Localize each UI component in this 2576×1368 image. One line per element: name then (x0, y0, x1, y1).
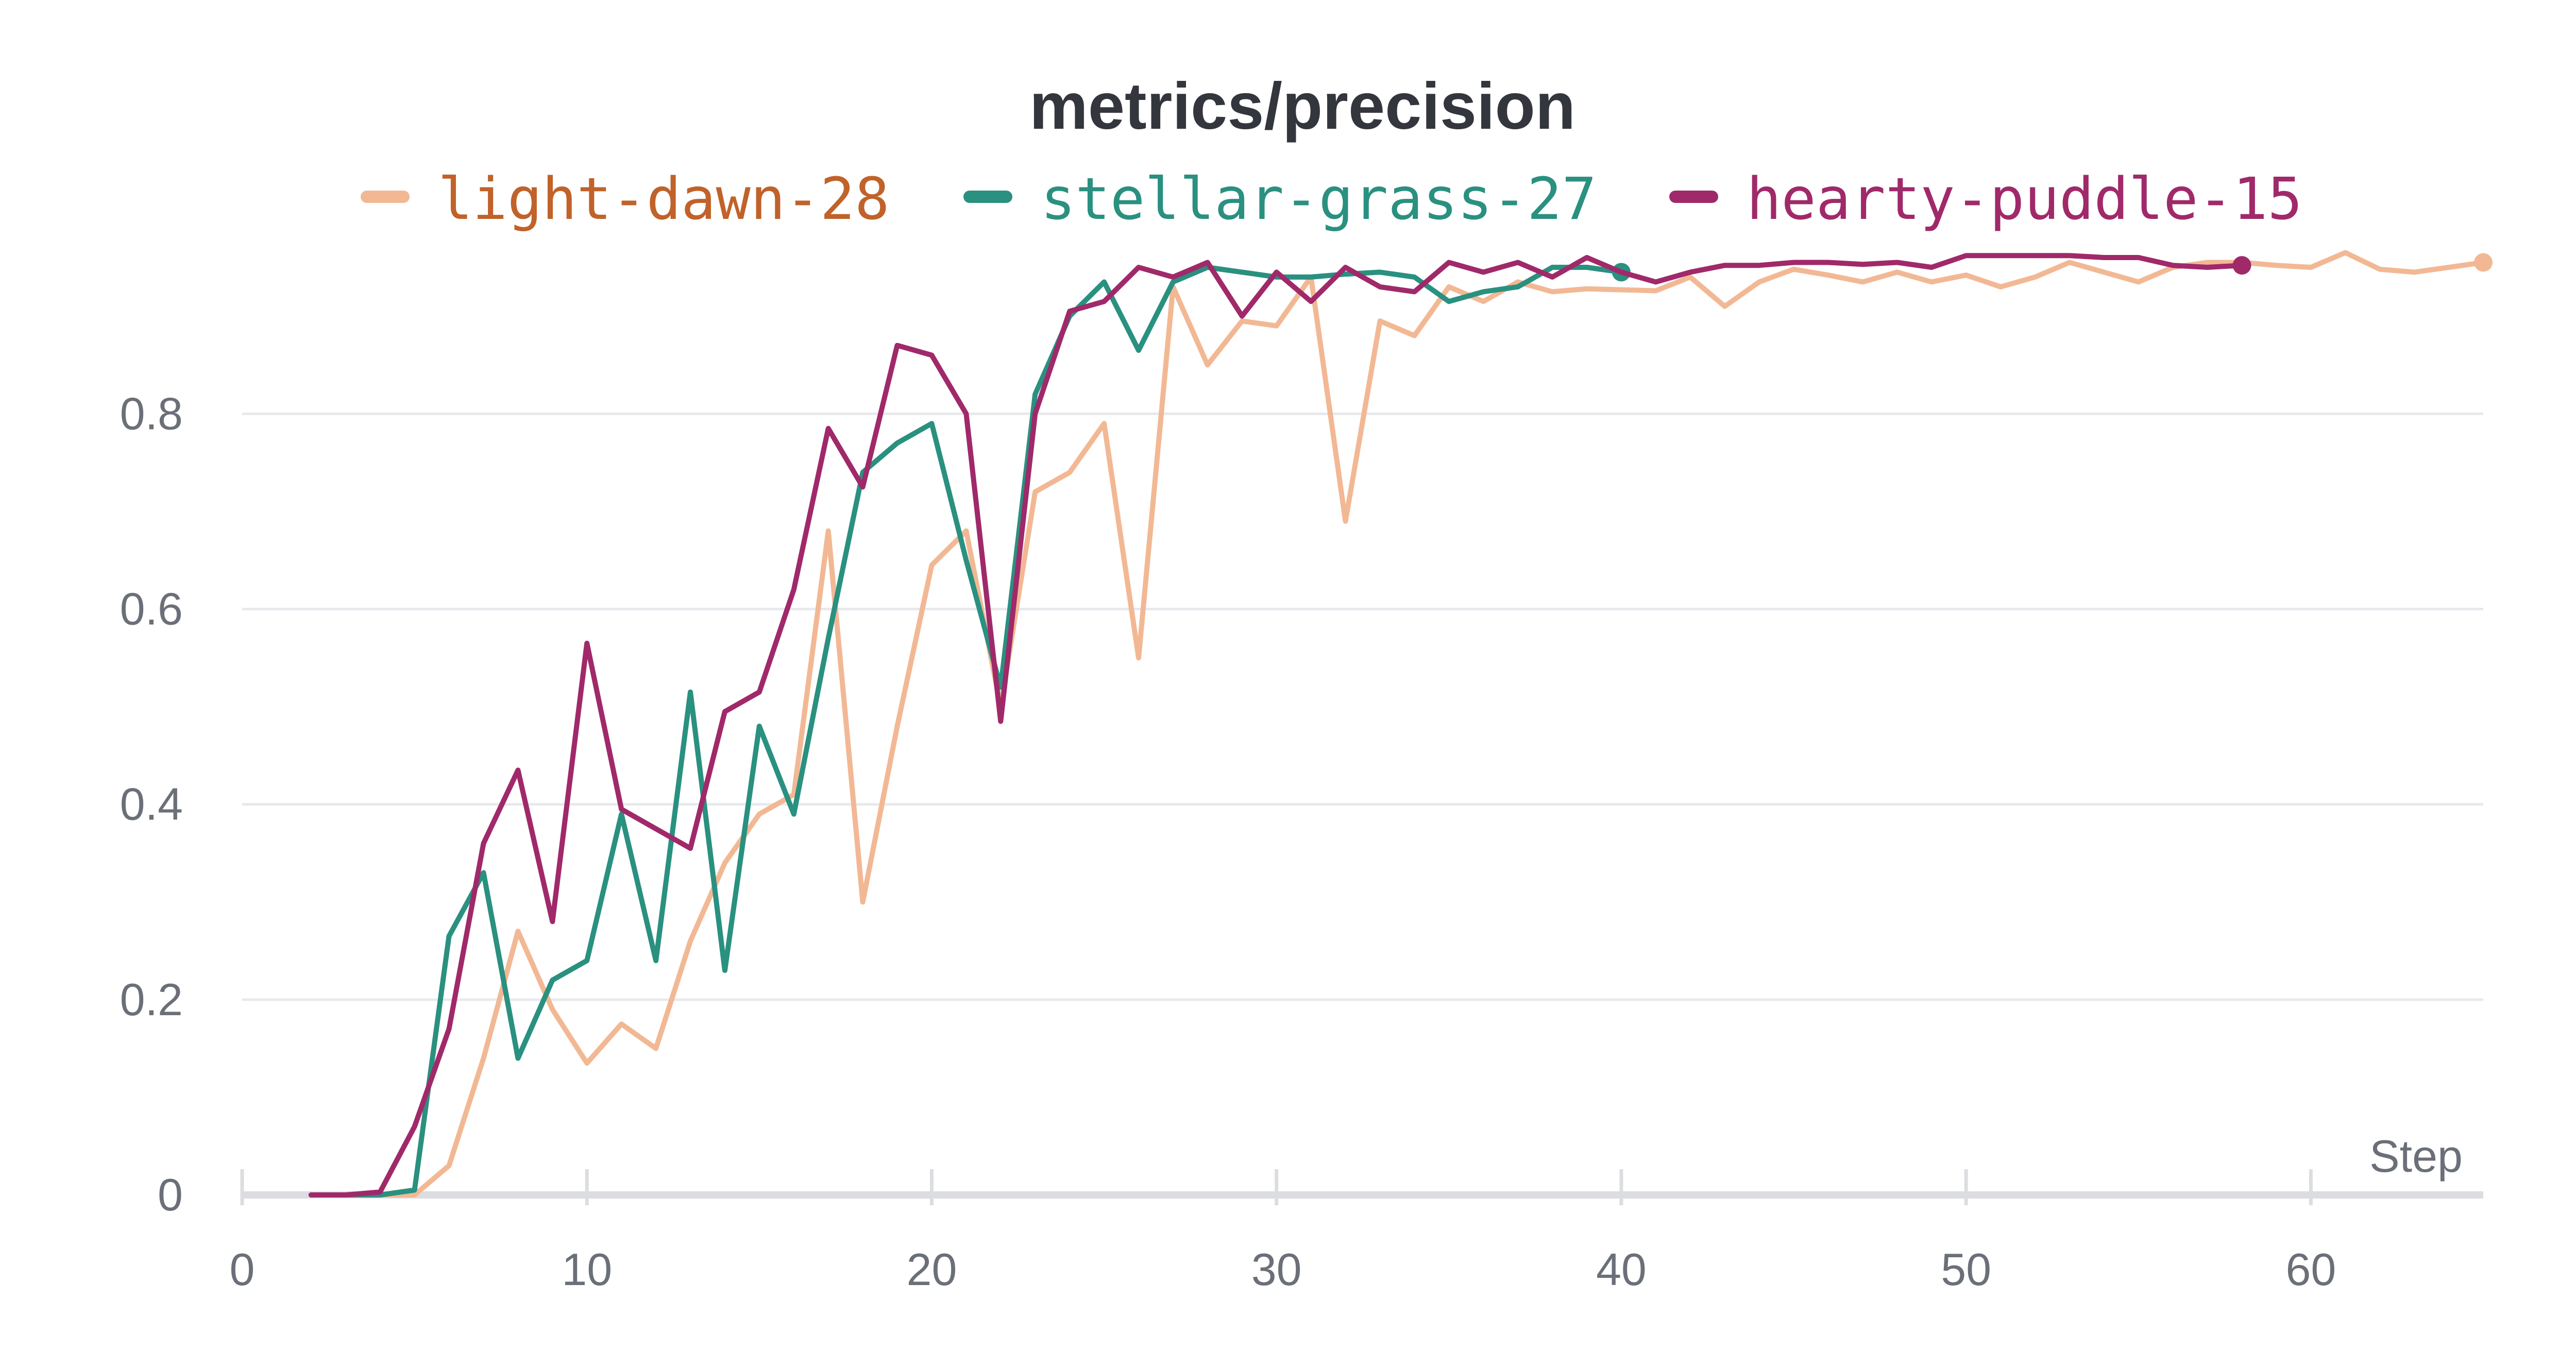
series-line-stellar-grass-27 (308, 265, 1624, 1198)
legend-swatch (1669, 191, 1718, 203)
series-end-marker-light-dawn-28 (2474, 253, 2493, 272)
x-tick-label: 30 (1251, 1244, 1302, 1295)
legend-label: hearty-puddle-15 (1747, 166, 2302, 233)
x-tick-label: 20 (907, 1244, 957, 1295)
x-tick-label: 10 (562, 1244, 612, 1295)
x-axis-title: Step (2369, 1131, 2463, 1182)
series-line-hearty-puddle-15 (308, 253, 2245, 1198)
legend-swatch (361, 191, 410, 203)
x-tick-label: 60 (2285, 1244, 2336, 1295)
x-tick-label: 50 (1941, 1244, 1991, 1295)
legend-swatch (963, 191, 1012, 203)
legend-label: stellar-grass-27 (1041, 166, 1597, 233)
series-group (308, 250, 2493, 1198)
series-line-light-dawn-28 (308, 250, 2486, 1198)
legend: light-dawn-28 stellar-grass-27 hearty-pudd… (361, 166, 2302, 233)
y-tick-label: 0 (158, 1169, 183, 1220)
legend-label: light-dawn-28 (438, 166, 890, 233)
y-tick-label: 0.2 (120, 974, 183, 1025)
x-axis: 0 10 20 30 40 50 60 (230, 1169, 2483, 1295)
y-tick-label: 0.6 (120, 584, 183, 635)
y-axis: 0 0.2 0.4 0.6 0.8 (120, 388, 183, 1220)
chart-title: metrics/precision (1029, 70, 1575, 143)
y-tick-label: 0.8 (120, 388, 183, 439)
x-tick-label: 0 (230, 1244, 255, 1295)
legend-item-stellar-grass-27[interactable]: stellar-grass-27 (963, 166, 1597, 233)
legend-item-hearty-puddle-15[interactable]: hearty-puddle-15 (1669, 166, 2302, 233)
legend-item-light-dawn-28[interactable]: light-dawn-28 (361, 166, 890, 233)
series-end-marker-hearty-puddle-15 (2232, 256, 2251, 275)
y-tick-label: 0.4 (120, 779, 183, 830)
x-tick-label: 40 (1596, 1244, 1647, 1295)
